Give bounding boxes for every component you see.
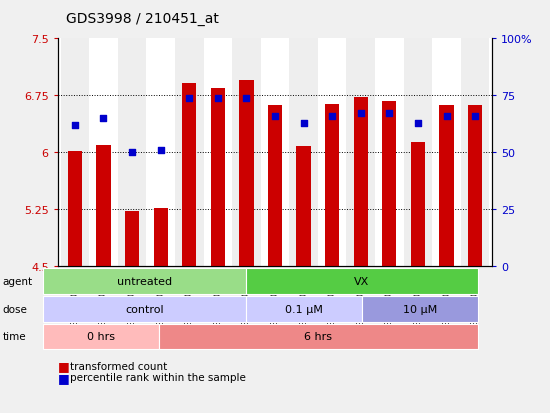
Point: [356, 111, 365, 117]
Bar: [375, 39, 404, 266]
Bar: [432, 39, 461, 266]
Bar: [204, 39, 232, 266]
Bar: [346, 39, 375, 266]
Point: [471, 113, 480, 120]
Point: [70, 122, 79, 129]
Point: [99, 115, 108, 122]
Text: control: control: [125, 304, 164, 314]
Bar: [289, 39, 318, 266]
Bar: [239, 81, 254, 266]
Bar: [382, 101, 397, 266]
Bar: [468, 106, 482, 266]
Point: [271, 113, 279, 120]
Point: [242, 95, 251, 102]
Bar: [146, 39, 175, 266]
Text: VX: VX: [354, 276, 370, 286]
Point: [328, 113, 337, 120]
Text: 0.1 μM: 0.1 μM: [285, 304, 323, 314]
Bar: [354, 97, 368, 266]
Bar: [96, 145, 111, 266]
Bar: [89, 39, 118, 266]
Text: 10 μM: 10 μM: [403, 304, 437, 314]
Text: agent: agent: [3, 276, 33, 286]
Point: [442, 113, 451, 120]
Text: GDS3998 / 210451_at: GDS3998 / 210451_at: [66, 12, 219, 26]
Text: 6 hrs: 6 hrs: [305, 332, 332, 342]
Text: transformed count: transformed count: [70, 361, 168, 371]
Text: percentile rank within the sample: percentile rank within the sample: [70, 373, 246, 382]
Bar: [153, 208, 168, 266]
Text: dose: dose: [3, 304, 28, 314]
Bar: [261, 39, 289, 266]
Point: [213, 95, 222, 102]
Bar: [296, 147, 311, 266]
Bar: [125, 212, 139, 266]
Bar: [404, 39, 432, 266]
Bar: [318, 39, 346, 266]
Point: [185, 95, 194, 102]
Bar: [60, 39, 89, 266]
Bar: [411, 143, 425, 266]
Text: ■: ■: [58, 371, 69, 384]
Bar: [68, 152, 82, 266]
Text: ■: ■: [58, 359, 69, 373]
Bar: [268, 106, 282, 266]
Bar: [461, 39, 490, 266]
Bar: [439, 106, 454, 266]
Bar: [175, 39, 204, 266]
Point: [156, 147, 165, 154]
Point: [299, 120, 308, 126]
Bar: [232, 39, 261, 266]
Text: untreated: untreated: [117, 276, 172, 286]
Point: [128, 150, 136, 156]
Bar: [182, 84, 196, 266]
Bar: [325, 105, 339, 266]
Point: [385, 111, 394, 117]
Bar: [211, 88, 225, 266]
Bar: [118, 39, 146, 266]
Text: time: time: [3, 332, 26, 342]
Text: 0 hrs: 0 hrs: [87, 332, 115, 342]
Point: [414, 120, 422, 126]
